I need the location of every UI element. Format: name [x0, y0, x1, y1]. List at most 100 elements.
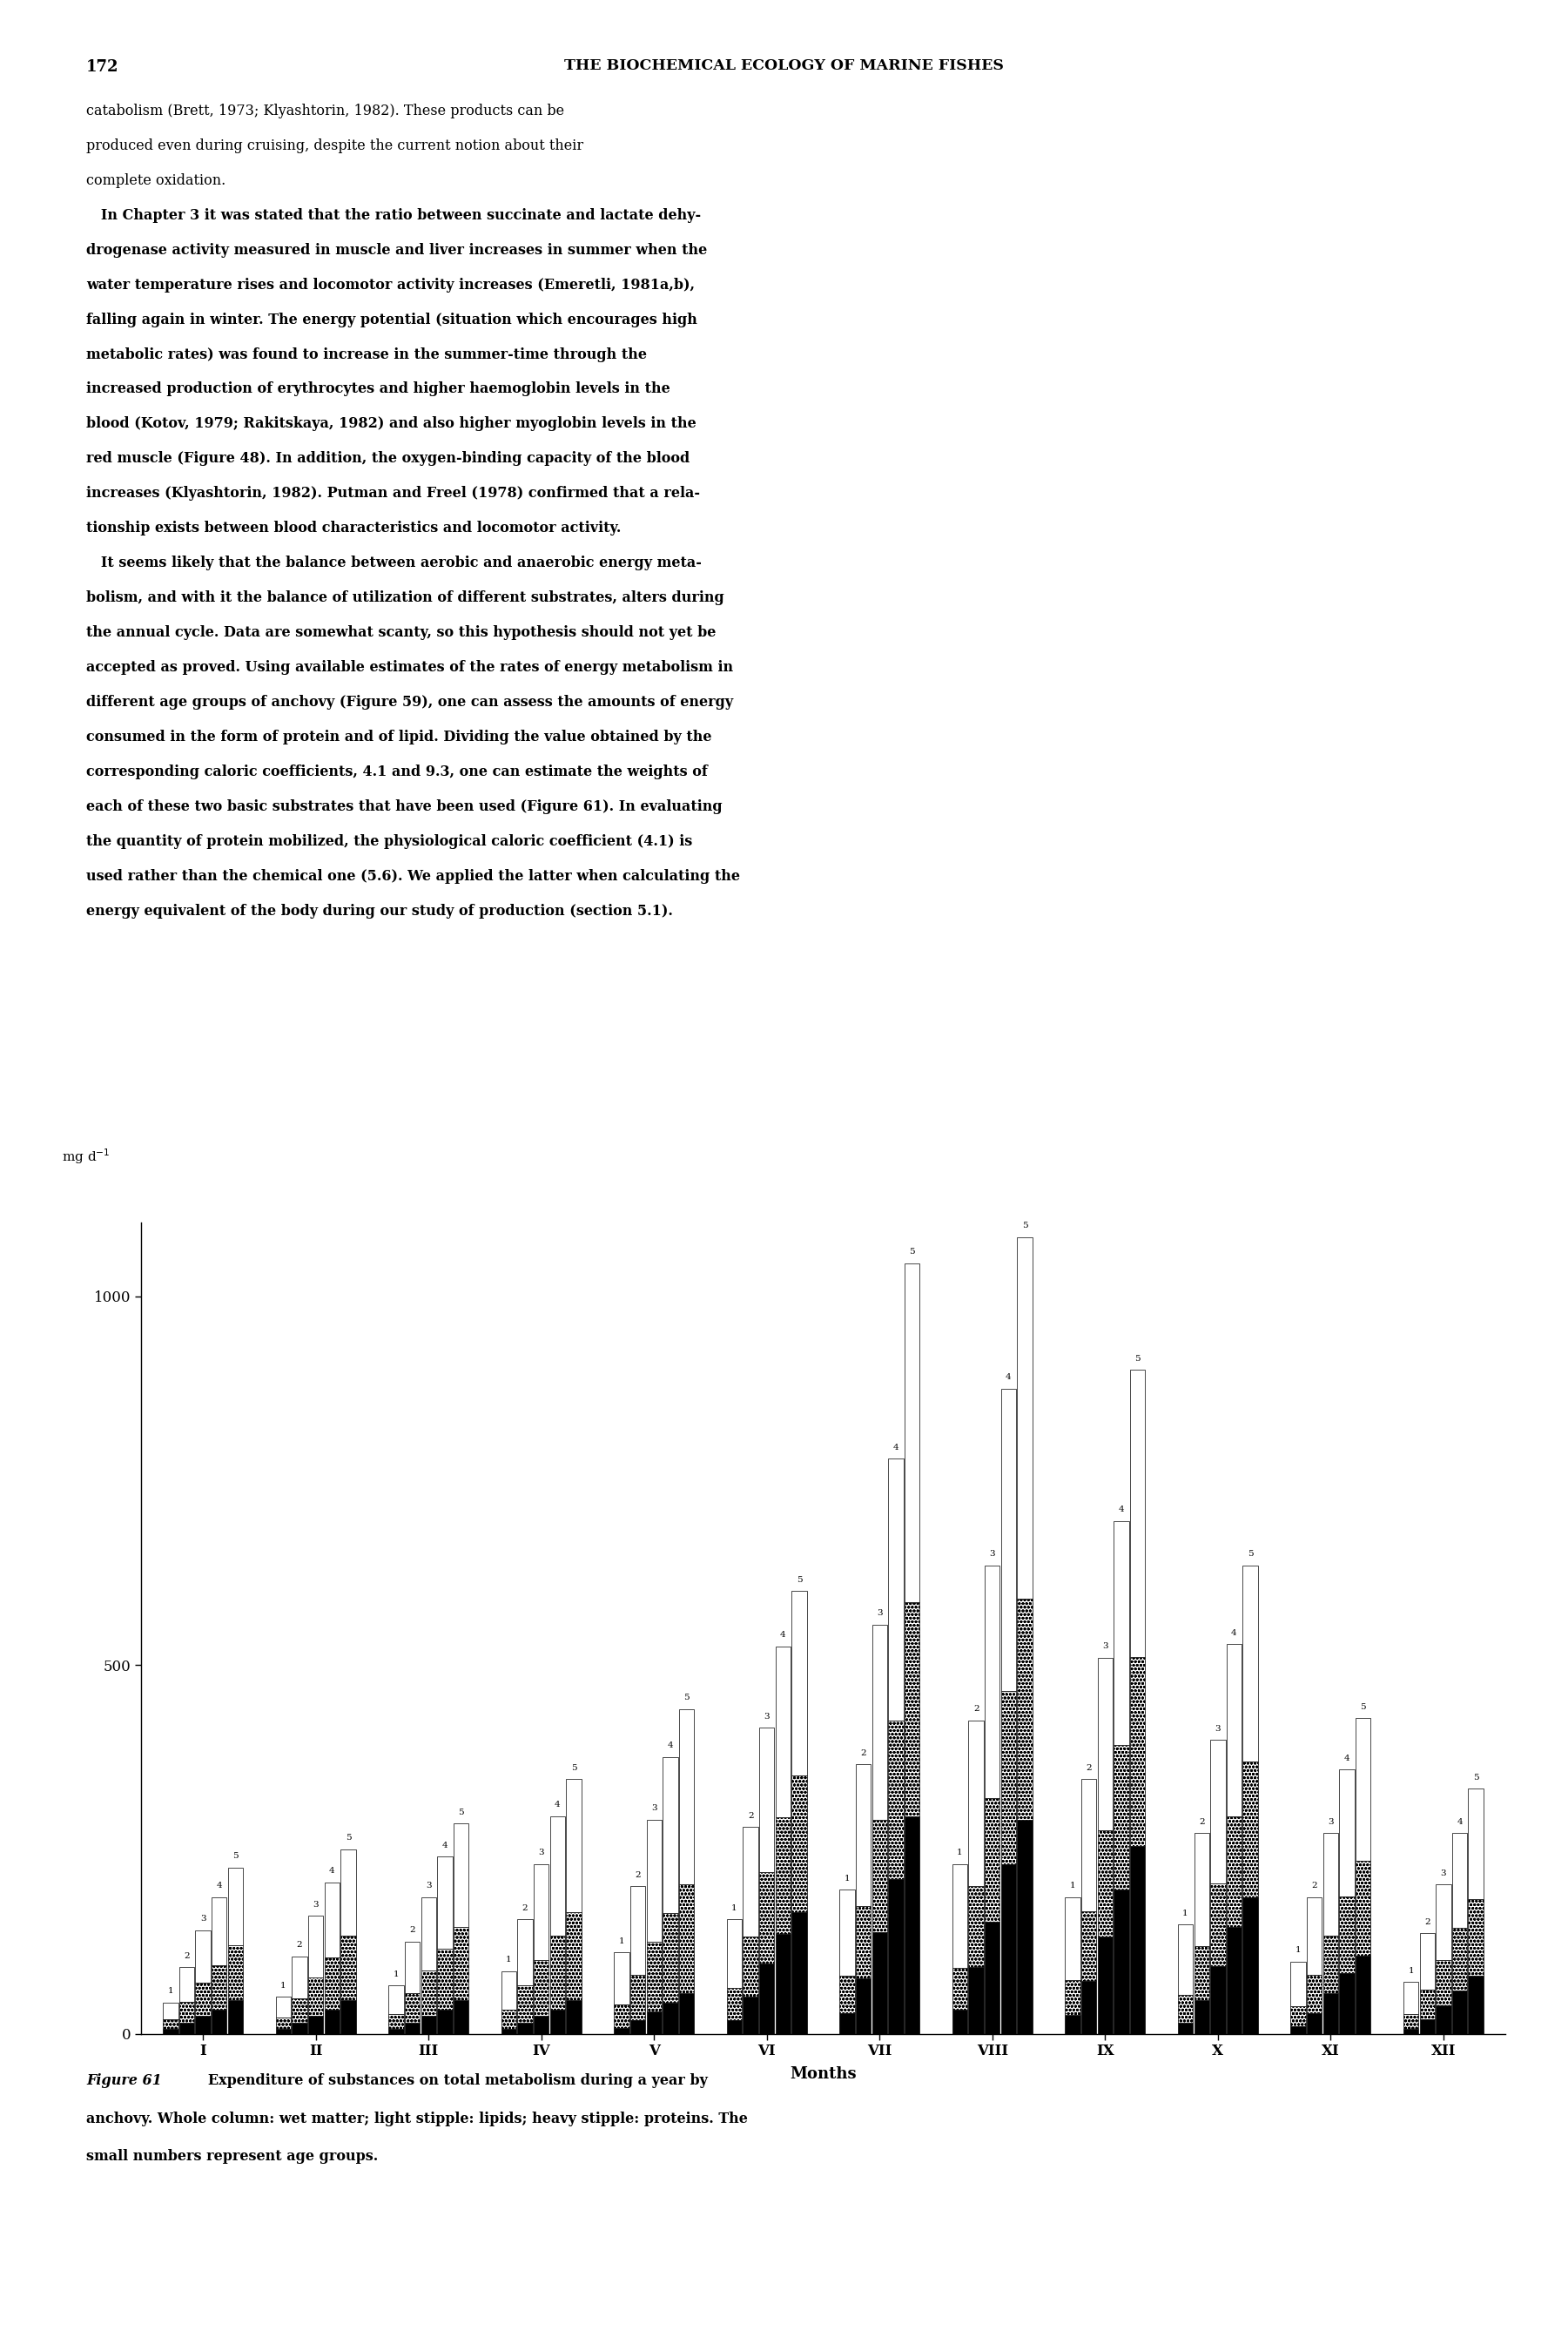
- Bar: [420, 2015, 436, 2034]
- Bar: [1195, 2001, 1209, 2034]
- Bar: [1403, 2015, 1419, 2029]
- Text: the quantity of protein mobilized, the physiological caloric coefficient (4.1) i: the quantity of protein mobilized, the p…: [86, 835, 693, 849]
- Text: 5: 5: [797, 1575, 803, 1585]
- Bar: [839, 2012, 855, 2034]
- Bar: [856, 1766, 870, 1907]
- Text: 2: 2: [1424, 1918, 1430, 1925]
- Bar: [309, 1916, 323, 1977]
- Text: small numbers represent age groups.: small numbers represent age groups.: [86, 2149, 378, 2163]
- Bar: [276, 2017, 292, 2029]
- Bar: [1243, 1566, 1258, 1761]
- Text: In Chapter 3 it was stated that the ratio between succinate and lactate dehy-: In Chapter 3 it was stated that the rati…: [86, 207, 701, 223]
- Bar: [533, 1864, 549, 1961]
- Bar: [1468, 1900, 1483, 1977]
- Bar: [196, 2015, 210, 2034]
- Bar: [517, 2022, 533, 2034]
- Bar: [389, 2029, 403, 2034]
- Text: 5: 5: [1135, 1354, 1140, 1364]
- Bar: [887, 1878, 903, 2034]
- Bar: [952, 2010, 967, 2034]
- Bar: [196, 1982, 210, 2015]
- Bar: [1113, 1890, 1129, 2034]
- Bar: [646, 1942, 662, 2012]
- Bar: [1339, 1897, 1355, 1972]
- Text: 2: 2: [1200, 1817, 1204, 1827]
- Text: energy equivalent of the body during our study of production (section 5.1).: energy equivalent of the body during our…: [86, 903, 673, 919]
- Bar: [839, 1890, 855, 1977]
- Bar: [1339, 1972, 1355, 2034]
- Bar: [1210, 1883, 1226, 1965]
- Bar: [985, 1799, 1000, 1921]
- Text: It seems likely that the balance between aerobic and anaerobic energy meta-: It seems likely that the balance between…: [86, 555, 701, 571]
- Bar: [292, 1998, 307, 2022]
- Bar: [1290, 2027, 1306, 2034]
- Bar: [792, 1911, 808, 2034]
- Text: 3: 3: [538, 1848, 544, 1857]
- Text: 1: 1: [168, 1987, 174, 1996]
- Bar: [227, 1944, 243, 2001]
- Text: catabolism (Brett, 1973; Klyashtorin, 1982). These products can be: catabolism (Brett, 1973; Klyashtorin, 19…: [86, 103, 564, 118]
- Bar: [872, 1625, 887, 1820]
- Bar: [212, 2010, 227, 2034]
- Text: 2: 2: [861, 1749, 866, 1756]
- Bar: [887, 1458, 903, 1721]
- Bar: [872, 1820, 887, 1933]
- Text: corresponding caloric coefficients, 4.1 and 9.3, one can estimate the weights of: corresponding caloric coefficients, 4.1 …: [86, 764, 707, 778]
- Bar: [615, 2003, 629, 2027]
- Bar: [502, 1970, 516, 2010]
- Bar: [952, 1968, 967, 2010]
- Bar: [969, 1886, 983, 1968]
- Bar: [887, 1721, 903, 1878]
- Bar: [792, 1592, 808, 1775]
- Bar: [1210, 1740, 1226, 1883]
- Text: 5: 5: [1359, 1702, 1366, 1712]
- Bar: [405, 2022, 420, 2034]
- Text: blood (Kotov, 1979; Rakitskaya, 1982) and also higher myoglobin levels in the: blood (Kotov, 1979; Rakitskaya, 1982) an…: [86, 416, 696, 430]
- Bar: [1419, 1933, 1435, 1989]
- Bar: [1000, 1864, 1016, 2034]
- Bar: [1355, 1719, 1370, 1862]
- X-axis label: Months: Months: [790, 2067, 856, 2081]
- Bar: [550, 1935, 564, 2010]
- Bar: [969, 1968, 983, 2034]
- Bar: [1018, 1599, 1032, 1820]
- Text: 2: 2: [183, 1951, 190, 1961]
- Bar: [759, 1871, 775, 1963]
- Bar: [325, 1883, 340, 1958]
- Bar: [1131, 1846, 1145, 2034]
- Bar: [420, 1970, 436, 2015]
- Text: 5: 5: [345, 1834, 351, 1841]
- Bar: [292, 1956, 307, 1998]
- Text: 3: 3: [1215, 1726, 1221, 1733]
- Text: 1: 1: [732, 1904, 737, 1911]
- Text: 5: 5: [1472, 1773, 1479, 1782]
- Text: 2: 2: [522, 1904, 528, 1911]
- Bar: [1178, 1994, 1193, 2022]
- Bar: [1098, 1829, 1113, 1937]
- Text: 3: 3: [1328, 1817, 1333, 1827]
- Bar: [1419, 2020, 1435, 2034]
- Text: 5: 5: [458, 1808, 464, 1815]
- Bar: [646, 2012, 662, 2034]
- Bar: [1290, 1961, 1306, 2005]
- Bar: [679, 1994, 695, 2034]
- Text: 3: 3: [651, 1806, 657, 1813]
- Bar: [1210, 1965, 1226, 2034]
- Bar: [325, 1958, 340, 2010]
- Bar: [437, 1857, 452, 1949]
- Bar: [1452, 1834, 1468, 1928]
- Text: 5: 5: [684, 1695, 690, 1702]
- Text: anchovy. Whole column: wet matter; light stipple: lipids; heavy stipple: protein: anchovy. Whole column: wet matter; light…: [86, 2111, 748, 2125]
- Text: complete oxidation.: complete oxidation.: [86, 174, 226, 188]
- Text: 5: 5: [1248, 1549, 1253, 1559]
- Bar: [1018, 1820, 1032, 2034]
- Bar: [1098, 1657, 1113, 1829]
- Bar: [728, 2020, 742, 2034]
- Bar: [517, 1918, 533, 1987]
- Text: 1: 1: [506, 1956, 511, 1963]
- Text: 4: 4: [555, 1801, 560, 1808]
- Bar: [969, 1721, 983, 1886]
- Bar: [1195, 1834, 1209, 1947]
- Text: increased production of erythrocytes and higher haemoglobin levels in the: increased production of erythrocytes and…: [86, 381, 670, 397]
- Text: 1: 1: [1295, 1947, 1301, 1954]
